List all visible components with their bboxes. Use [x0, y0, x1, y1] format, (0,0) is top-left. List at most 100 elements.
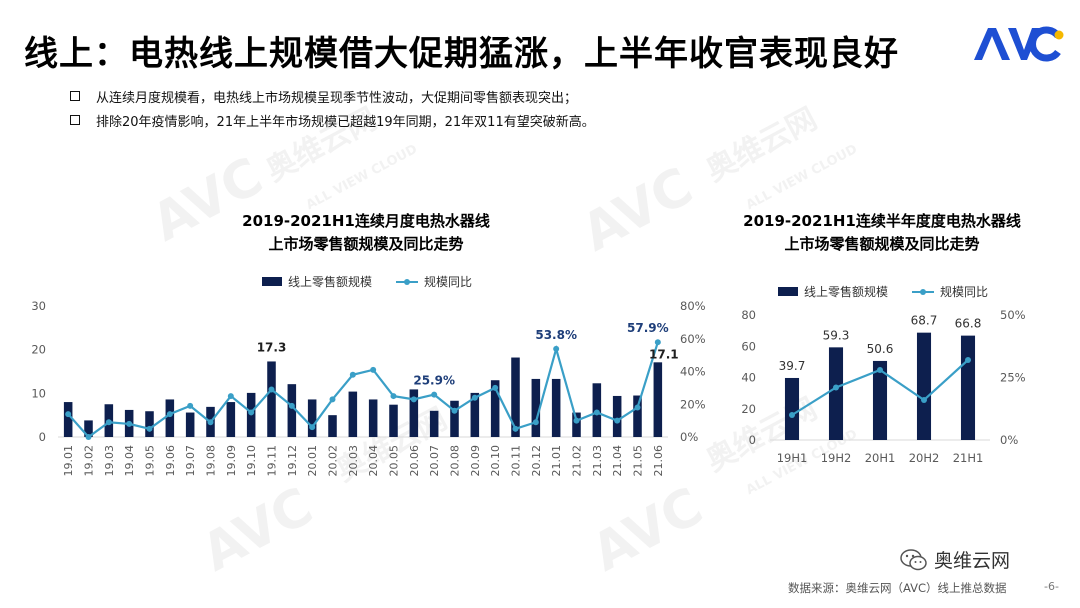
checkbox-square-icon [70, 115, 80, 125]
line-value-label: 57.9% [627, 321, 669, 335]
bar-value-label: 59.3 [823, 328, 850, 342]
halfyear-chart-legend: 线上零售额规模 规模同比 [778, 283, 988, 300]
yoy-point [248, 409, 255, 416]
bar [307, 399, 317, 437]
x-tick-label: 20.07 [428, 445, 441, 477]
bar [165, 399, 175, 437]
bullet-text: 从连续月度规模看，电热线上市场规模呈现季节性波动，大促期间零售额表现突出； [96, 90, 578, 106]
wechat-icon [900, 548, 927, 570]
x-tick-label: 21.01 [550, 445, 563, 477]
bullet-item: 排除20年疫情影响，21年上半年市场规模已超越19年同期，21年双11有望突破新… [68, 108, 595, 132]
y-right-tick-label: 40% [680, 365, 706, 379]
x-tick-label: 19.11 [266, 445, 279, 477]
x-tick-label: 19.05 [144, 445, 157, 477]
bar [784, 377, 800, 440]
yoy-point [410, 396, 417, 403]
bar [490, 380, 500, 437]
yoy-point [390, 393, 397, 400]
x-tick-label: 20.05 [388, 445, 401, 477]
bullet-list: 从连续月度规模看，电热线上市场规模呈现季节性波动，大促期间零售额表现突出； 排除… [68, 84, 595, 132]
bar [828, 347, 844, 440]
yoy-point [329, 396, 336, 403]
bar [572, 412, 581, 437]
halfyear-chart-title-line2: 上市场零售额规模及同比走势 [784, 235, 980, 253]
yoy-point [105, 419, 112, 426]
bar [960, 335, 976, 440]
bar-value-label: 66.8 [955, 317, 982, 331]
y-left-tick-label: 40 [741, 371, 756, 385]
bar [185, 412, 195, 437]
bar [633, 395, 642, 437]
wechat-name: 奥维云网 [934, 550, 1011, 572]
bar [409, 389, 419, 437]
x-tick-label: 20.06 [408, 445, 421, 477]
bar [84, 420, 93, 437]
x-tick-label: 20.04 [367, 445, 380, 477]
yoy-point [553, 345, 560, 352]
x-tick-label: 19.04 [123, 445, 136, 477]
x-tick-label: 21.04 [611, 445, 624, 477]
checkbox-square-icon [70, 91, 80, 101]
x-tick-label: 19.02 [83, 445, 96, 477]
bar [916, 332, 932, 440]
y-right-tick-label: 20% [680, 397, 706, 411]
x-tick-label: 20H1 [865, 451, 896, 465]
x-tick-label: 20.11 [510, 445, 523, 477]
x-tick-label: 20H2 [909, 451, 940, 465]
yoy-point [227, 393, 234, 400]
x-tick-label: 21.06 [652, 445, 665, 477]
y-left-tick-label: 80 [741, 308, 756, 322]
legend-line-label: 规模同比 [424, 275, 473, 289]
bar [63, 402, 73, 437]
x-tick-label: 19.06 [164, 445, 177, 477]
legend-bar-label: 线上零售额规模 [804, 285, 889, 299]
monthly-chart-title-line1: 2019-2021H1连续月度电热水器线 [242, 212, 490, 230]
bar [145, 411, 154, 437]
yoy-point [126, 420, 133, 427]
yoy-point [877, 367, 883, 373]
yoy-point [451, 407, 458, 414]
x-tick-label: 19.08 [205, 445, 218, 477]
y-right-tick-label: 60% [680, 332, 706, 346]
yoy-line [67, 341, 659, 439]
bar [531, 378, 541, 437]
y-right-tick-label: 80% [680, 299, 706, 313]
yoy-point [512, 425, 519, 432]
x-tick-label: 19.10 [245, 445, 258, 477]
yoy-point [593, 409, 600, 416]
bar-value-label: 50.6 [867, 342, 894, 356]
x-tick-label: 19.03 [103, 445, 116, 477]
y-left-tick-label: 0 [39, 430, 46, 444]
yoy-point [833, 384, 839, 391]
bar [389, 404, 398, 437]
page-title: 线上：电热线上规模借大促期猛涨，上半年收官表现良好 [24, 34, 899, 74]
bar [450, 400, 459, 437]
bar [470, 392, 480, 437]
x-tick-label: 19.09 [225, 445, 238, 477]
x-tick-label: 20.02 [327, 445, 340, 477]
x-tick-label: 19.01 [62, 445, 75, 477]
yoy-point [965, 357, 971, 363]
x-tick-label: 19H2 [821, 451, 852, 465]
bar [287, 384, 297, 437]
x-tick-label: 20.01 [306, 445, 319, 477]
bar-value-label: 68.7 [911, 314, 938, 328]
yoy-point [492, 384, 499, 391]
bar-value-label: 17.1 [649, 347, 679, 361]
x-tick-label: 19.12 [286, 445, 299, 477]
monthly-chart-title: 2019-2021H1连续月度电热水器线 上市场零售额规模及同比走势 [204, 210, 528, 256]
y-right-tick-label: 0% [1000, 433, 1018, 447]
avc-logo [974, 26, 1064, 62]
x-tick-label: 20.12 [530, 445, 543, 477]
x-tick-label: 21.02 [571, 445, 584, 477]
y-left-tick-label: 20 [741, 402, 756, 416]
legend-line-swatch [396, 278, 419, 285]
yoy-point [309, 424, 316, 431]
yoy-point [573, 417, 580, 424]
x-tick-label: 20.03 [347, 445, 360, 477]
legend-bar-swatch [778, 287, 798, 296]
bar [551, 378, 561, 437]
x-tick-label: 21H1 [953, 451, 984, 465]
legend-bar-swatch [262, 277, 282, 286]
